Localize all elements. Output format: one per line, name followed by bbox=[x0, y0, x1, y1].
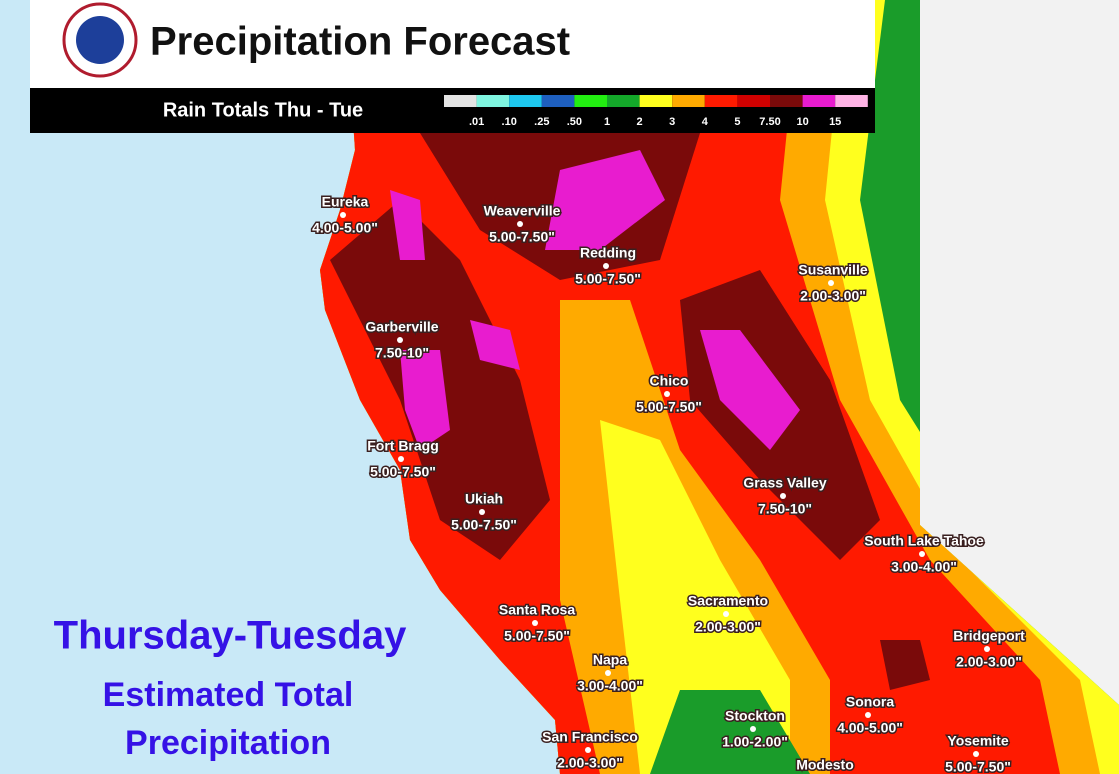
legend-label: 10 bbox=[796, 116, 808, 128]
city-dot bbox=[479, 509, 485, 515]
legend-swatch bbox=[541, 95, 575, 107]
city-dot bbox=[603, 263, 609, 269]
caption: Precipitation bbox=[125, 724, 331, 762]
city-amount: 7.50-10" bbox=[758, 501, 812, 517]
city-name: Garberville bbox=[365, 319, 438, 335]
legend-swatch bbox=[704, 95, 738, 107]
legend-swatch bbox=[835, 95, 868, 107]
city-dot bbox=[398, 456, 404, 462]
legend-label: .10 bbox=[502, 116, 517, 128]
city-name: Napa bbox=[593, 652, 627, 668]
city-name: Yosemite bbox=[947, 733, 1008, 749]
nevada bbox=[920, 0, 1119, 705]
legend-bar bbox=[30, 88, 875, 133]
legend-label: 7.50 bbox=[759, 116, 780, 128]
city-name: Stockton bbox=[725, 708, 785, 724]
caption: Thursday-Tuesday bbox=[54, 614, 407, 658]
city-name: Sonora bbox=[846, 694, 894, 710]
city-dot bbox=[723, 611, 729, 617]
legend-label: .25 bbox=[534, 116, 549, 128]
city-name: Redding bbox=[580, 245, 636, 261]
city-dot bbox=[532, 620, 538, 626]
city-amount: 5.00-7.50" bbox=[945, 759, 1011, 774]
city-amount: 4.00-5.00" bbox=[837, 720, 903, 736]
legend-swatch bbox=[770, 95, 803, 107]
city-dot bbox=[664, 391, 670, 397]
city-dot bbox=[984, 646, 990, 652]
city-amount: 1.00-2.00" bbox=[722, 734, 788, 750]
city-dot bbox=[780, 493, 786, 499]
legend-label: 1 bbox=[604, 116, 610, 128]
city-name: Bridgeport bbox=[953, 628, 1025, 644]
legend-swatch bbox=[672, 95, 705, 107]
city-amount: 5.00-7.50" bbox=[504, 628, 570, 644]
city-name: Eureka bbox=[322, 194, 369, 210]
city-amount: 2.00-3.00" bbox=[557, 755, 623, 771]
city-amount: 5.00-7.50" bbox=[575, 271, 641, 287]
city-name: San Francisco bbox=[542, 729, 638, 745]
legend-label: 3 bbox=[669, 116, 675, 128]
city-amount: 3.00-4.00" bbox=[577, 678, 643, 694]
legend-swatch bbox=[444, 95, 477, 107]
city-amount: 4.00-5.00" bbox=[312, 220, 378, 236]
header-box bbox=[30, 0, 875, 88]
legend-label: 5 bbox=[734, 116, 740, 128]
city-amount: 3.00-4.00" bbox=[891, 559, 957, 575]
city-name: Ukiah bbox=[465, 491, 503, 507]
caption: Estimated Total bbox=[103, 676, 354, 714]
legend-swatch bbox=[574, 95, 607, 107]
city-dot bbox=[828, 280, 834, 286]
title: Precipitation Forecast bbox=[150, 20, 570, 64]
city-amount: 5.00-7.50" bbox=[370, 464, 436, 480]
legend-swatch bbox=[737, 95, 770, 107]
city-name: South Lake Tahoe bbox=[864, 533, 984, 549]
city-name: Grass Valley bbox=[743, 475, 827, 491]
legend-swatch bbox=[639, 95, 673, 107]
city-dot bbox=[605, 670, 611, 676]
city-name: Modesto bbox=[796, 757, 854, 773]
city-name: Santa Rosa bbox=[499, 602, 575, 618]
legend-label: 15 bbox=[829, 116, 841, 128]
legend-swatch bbox=[802, 95, 836, 107]
city-amount: 7.50-10" bbox=[375, 345, 429, 361]
city-amount: 2.00-3.00" bbox=[695, 619, 761, 635]
city-name: Sacramento bbox=[688, 593, 768, 609]
city-dot bbox=[973, 751, 979, 757]
legend-swatch bbox=[509, 95, 542, 107]
city-name: Fort Bragg bbox=[367, 438, 439, 454]
legend-label: 4 bbox=[702, 116, 709, 128]
city-dot bbox=[340, 212, 346, 218]
nws-logo-inner bbox=[76, 16, 124, 64]
city-name: Weaverville bbox=[484, 203, 561, 219]
legend-label: 2 bbox=[637, 116, 643, 128]
legend-swatch bbox=[607, 95, 640, 107]
city-dot bbox=[865, 712, 871, 718]
city-amount: 2.00-3.00" bbox=[956, 654, 1022, 670]
city-amount: 5.00-7.50" bbox=[636, 399, 702, 415]
legend-label: .01 bbox=[469, 116, 484, 128]
city-name: Susanville bbox=[798, 262, 867, 278]
subtitle: Rain Totals Thu - Tue bbox=[163, 99, 363, 121]
city-dot bbox=[517, 221, 523, 227]
city-dot bbox=[919, 551, 925, 557]
city-dot bbox=[397, 337, 403, 343]
city-amount: 5.00-7.50" bbox=[489, 229, 555, 245]
legend-swatch bbox=[476, 95, 510, 107]
city-name: Chico bbox=[650, 373, 689, 389]
city-amount: 2.00-3.00" bbox=[800, 288, 866, 304]
city-amount: 5.00-7.50" bbox=[451, 517, 517, 533]
legend-label: .50 bbox=[567, 116, 582, 128]
city-dot bbox=[750, 726, 756, 732]
city-dot bbox=[585, 747, 591, 753]
